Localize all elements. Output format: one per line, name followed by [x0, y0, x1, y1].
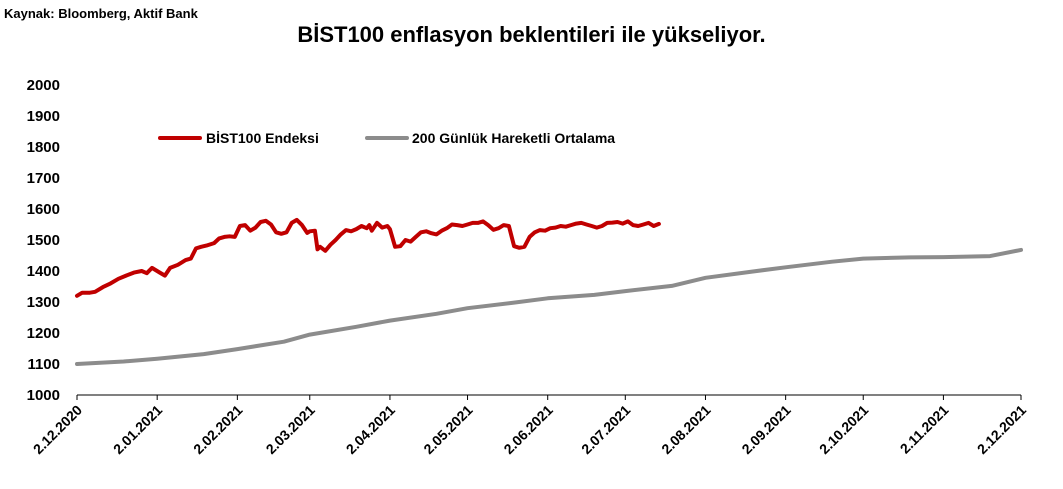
x-tick-label: 2.10.2021 — [816, 402, 872, 458]
y-tick-label: 1000 — [27, 387, 60, 404]
legend-label: BİST100 Endeksi — [206, 130, 319, 146]
x-tick-label: 2.12.2020 — [30, 402, 86, 458]
x-tick-label: 2.08.2021 — [658, 402, 714, 458]
legend-label: 200 Günlük Hareketli Ortalama — [412, 130, 615, 146]
series-layer — [75, 217, 1023, 366]
x-tick-label: 2.04.2021 — [343, 402, 399, 458]
series-line-bist100 — [75, 217, 661, 298]
x-tick-label: 2.11.2021 — [897, 402, 952, 457]
x-tick-label: 2.03.2021 — [263, 402, 319, 458]
series-line-200d-ma — [75, 247, 1023, 366]
source-note: Kaynak: Bloomberg, Aktif Bank — [4, 6, 198, 21]
y-tick-label: 1400 — [27, 263, 60, 280]
y-tick-label: 1900 — [27, 108, 60, 125]
x-tick-label: 2.06.2021 — [500, 402, 556, 458]
y-tick-label: 1500 — [27, 232, 60, 249]
x-tick-label: 2.09.2021 — [738, 402, 794, 458]
x-tick-label: 2.02.2021 — [190, 402, 246, 458]
y-tick-label: 1300 — [27, 294, 60, 311]
legend: BİST100 Endeksi 200 Günlük Hareketli Orta… — [158, 130, 615, 146]
y-tick-label: 1600 — [27, 201, 60, 218]
y-tick-label: 1800 — [27, 139, 60, 156]
x-tick-label: 2.07.2021 — [578, 402, 634, 458]
x-tick-label: 2.01.2021 — [110, 402, 166, 458]
chart-title: BİST100 enflasyon beklentileri ile yükse… — [297, 22, 766, 47]
x-tick-label: 2.12.2021 — [974, 402, 1030, 458]
x-tick-label: 2.05.2021 — [420, 402, 476, 458]
y-tick-label: 1200 — [27, 325, 60, 342]
y-tick-label: 1100 — [27, 356, 60, 373]
y-tick-label: 2000 — [27, 77, 60, 94]
y-tick-label: 1700 — [27, 170, 60, 187]
